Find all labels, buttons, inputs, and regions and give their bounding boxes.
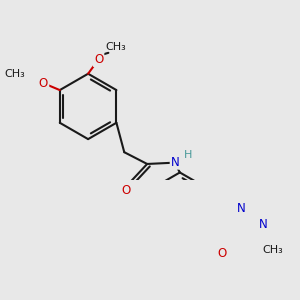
Text: O: O xyxy=(39,77,48,90)
Text: N: N xyxy=(171,155,180,169)
Text: N: N xyxy=(259,218,268,231)
Text: CH₃: CH₃ xyxy=(4,69,25,80)
Text: O: O xyxy=(121,184,130,196)
Text: CH₃: CH₃ xyxy=(106,42,127,52)
Text: CH₃: CH₃ xyxy=(262,245,283,255)
Text: O: O xyxy=(94,53,103,66)
Text: O: O xyxy=(218,247,226,260)
Text: N: N xyxy=(236,202,245,215)
Text: H: H xyxy=(184,151,192,160)
